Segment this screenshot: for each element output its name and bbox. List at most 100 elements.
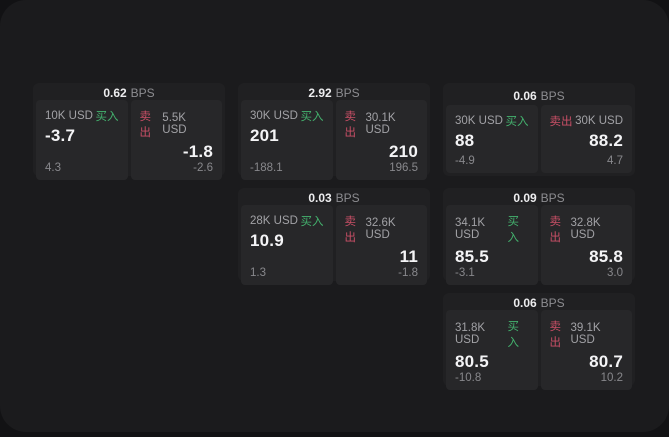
- bps-unit-label: BPS: [540, 88, 565, 103]
- sell-amount: 30.1K USD: [365, 112, 396, 136]
- buy-side-label: 买入: [95, 111, 119, 123]
- sell-price: 85.8: [589, 247, 623, 266]
- buy-price: 10.9: [250, 231, 284, 250]
- bps-value: 0.03: [308, 191, 332, 205]
- spread-header: 0.06 BPS: [446, 86, 632, 105]
- sell-cell-top: 卖出 32.6K USD: [345, 213, 419, 245]
- spread-header: 0.03 BPS: [241, 191, 427, 205]
- bps-value: 0.62: [103, 86, 127, 100]
- sell-delta: 196.5: [389, 162, 418, 174]
- sell-side-label: 卖出: [139, 111, 152, 139]
- buy-amount: 28K USD: [250, 215, 298, 227]
- bps-value: 0.06: [513, 88, 537, 103]
- buy-cell[interactable]: 28K USD 买入 10.9 1.3: [241, 205, 333, 285]
- buy-cell-top: 28K USD 买入: [250, 213, 324, 229]
- spread-card: 0.06 BPS 30K USD 买入 88 -4.9 卖出 30K USD 8…: [443, 83, 635, 176]
- spread-header: 0.09 BPS: [446, 191, 632, 205]
- sell-amount: 32.8K USD: [570, 217, 601, 241]
- buy-cell-top: 30K USD 买入: [250, 108, 324, 124]
- quote-cells: 34.1K USD 买入 85.5 -3.1 卖出 32.8K USD 85.8…: [446, 205, 632, 285]
- buy-delta: 1.3: [250, 267, 266, 279]
- sell-cell[interactable]: 卖出 5.5K USD -1.8 -2.6: [130, 100, 222, 180]
- quote-cells: 31.8K USD 买入 80.5 -10.8 卖出 39.1K USD 80.…: [446, 310, 632, 390]
- buy-cell[interactable]: 30K USD 买入 201 -188.1: [241, 100, 333, 180]
- sell-delta: 10.2: [600, 372, 623, 384]
- sell-delta: 3.0: [607, 267, 623, 279]
- buy-amount: 34.1K USD: [455, 217, 486, 241]
- spread-header: 0.06 BPS: [446, 296, 632, 310]
- bps-unit-label: BPS: [335, 191, 360, 205]
- sell-price: 210: [389, 142, 418, 161]
- buy-cell-top: 30K USD 买入: [455, 113, 529, 129]
- sell-cell-top: 卖出 5.5K USD: [140, 108, 214, 140]
- sell-cell[interactable]: 卖出 30K USD 88.2 4.7: [540, 105, 632, 173]
- buy-cell[interactable]: 31.8K USD 买入 80.5 -10.8: [446, 310, 538, 390]
- buy-amount: 30K USD: [250, 110, 298, 122]
- bps-unit-label: BPS: [130, 86, 155, 100]
- buy-side-label: 买入: [300, 111, 324, 123]
- buy-side-label: 买入: [505, 116, 529, 128]
- buy-amount: 31.8K USD: [455, 322, 486, 346]
- buy-price: 88: [455, 131, 475, 150]
- quote-cells: 28K USD 买入 10.9 1.3 卖出 32.6K USD 11 -1.8: [241, 205, 427, 285]
- spread-header: 2.92 BPS: [241, 86, 427, 100]
- sell-delta: -2.6: [193, 162, 213, 174]
- buy-price: 80.5: [455, 352, 489, 371]
- sell-cell-top: 卖出 32.8K USD: [550, 213, 624, 245]
- sell-amount: 39.1K USD: [570, 322, 601, 346]
- quote-cells: 10K USD 买入 -3.7 4.3 卖出 5.5K USD -1.8 -2.…: [36, 100, 222, 180]
- buy-amount: 30K USD: [455, 115, 503, 127]
- buy-cell-top: 34.1K USD 买入: [455, 213, 529, 245]
- buy-cell[interactable]: 34.1K USD 买入 85.5 -3.1: [446, 205, 538, 285]
- bps-value: 0.09: [513, 191, 537, 205]
- sell-cell[interactable]: 卖出 39.1K USD 80.7 10.2: [540, 310, 632, 390]
- sell-side-label: 卖出: [344, 111, 357, 139]
- spread-card: 0.03 BPS 28K USD 买入 10.9 1.3 卖出 32.6K US…: [238, 188, 430, 285]
- bps-unit-label: BPS: [540, 191, 565, 205]
- bps-value: 0.06: [513, 296, 537, 310]
- spread-card: 0.06 BPS 31.8K USD 买入 80.5 -10.8 卖出 39.1…: [443, 293, 635, 390]
- sell-cell-top: 卖出 30.1K USD: [345, 108, 419, 140]
- sell-delta: 4.7: [607, 155, 623, 167]
- sell-cell-top: 卖出 39.1K USD: [550, 318, 624, 350]
- buy-delta: -188.1: [250, 162, 283, 174]
- sell-price: 80.7: [589, 352, 623, 371]
- buy-delta: -10.8: [455, 372, 482, 384]
- buy-price: -3.7: [45, 126, 76, 145]
- spread-card: 0.09 BPS 34.1K USD 买入 85.5 -3.1 卖出 32.8K…: [443, 188, 635, 285]
- sell-price: -1.8: [182, 142, 213, 161]
- buy-delta: 4.3: [45, 162, 61, 174]
- sell-side-label: 卖出: [344, 216, 357, 244]
- sell-cell[interactable]: 卖出 30.1K USD 210 196.5: [335, 100, 427, 180]
- sell-amount: 30K USD: [575, 115, 623, 127]
- buy-amount: 10K USD: [45, 110, 93, 122]
- buy-delta: -4.9: [455, 155, 475, 167]
- cards-grid: 0.62 BPS 10K USD 买入 -3.7 4.3 卖出 5.5K USD…: [33, 83, 635, 390]
- spread-card: 2.92 BPS 30K USD 买入 201 -188.1 卖出 30.1K …: [238, 83, 430, 180]
- sell-side-label: 卖出: [549, 321, 562, 349]
- bps-unit-label: BPS: [540, 296, 565, 310]
- buy-delta: -3.1: [455, 267, 475, 279]
- spread-header: 0.62 BPS: [36, 86, 222, 100]
- sell-amount: 5.5K USD: [162, 112, 187, 136]
- bps-value: 2.92: [308, 86, 332, 100]
- buy-side-label: 买入: [507, 321, 520, 349]
- buy-price: 85.5: [455, 247, 489, 266]
- spread-card: 0.62 BPS 10K USD 买入 -3.7 4.3 卖出 5.5K USD…: [33, 83, 225, 180]
- sell-side-label: 卖出: [549, 216, 562, 244]
- sell-cell[interactable]: 卖出 32.8K USD 85.8 3.0: [540, 205, 632, 285]
- buy-cell[interactable]: 10K USD 买入 -3.7 4.3: [36, 100, 128, 180]
- buy-cell[interactable]: 30K USD 买入 88 -4.9: [446, 105, 538, 173]
- buy-price: 201: [250, 126, 279, 145]
- quote-cells: 30K USD 买入 201 -188.1 卖出 30.1K USD 210 1…: [241, 100, 427, 180]
- sell-delta: -1.8: [398, 267, 418, 279]
- sell-cell-top: 卖出 30K USD: [550, 113, 624, 129]
- buy-side-label: 买入: [507, 216, 520, 244]
- buy-cell-top: 10K USD 买入: [45, 108, 119, 124]
- bps-unit-label: BPS: [335, 86, 360, 100]
- quote-cells: 30K USD 买入 88 -4.9 卖出 30K USD 88.2 4.7: [446, 105, 632, 173]
- sell-price: 88.2: [589, 131, 623, 150]
- sell-cell[interactable]: 卖出 32.6K USD 11 -1.8: [335, 205, 427, 285]
- sell-amount: 32.6K USD: [365, 217, 396, 241]
